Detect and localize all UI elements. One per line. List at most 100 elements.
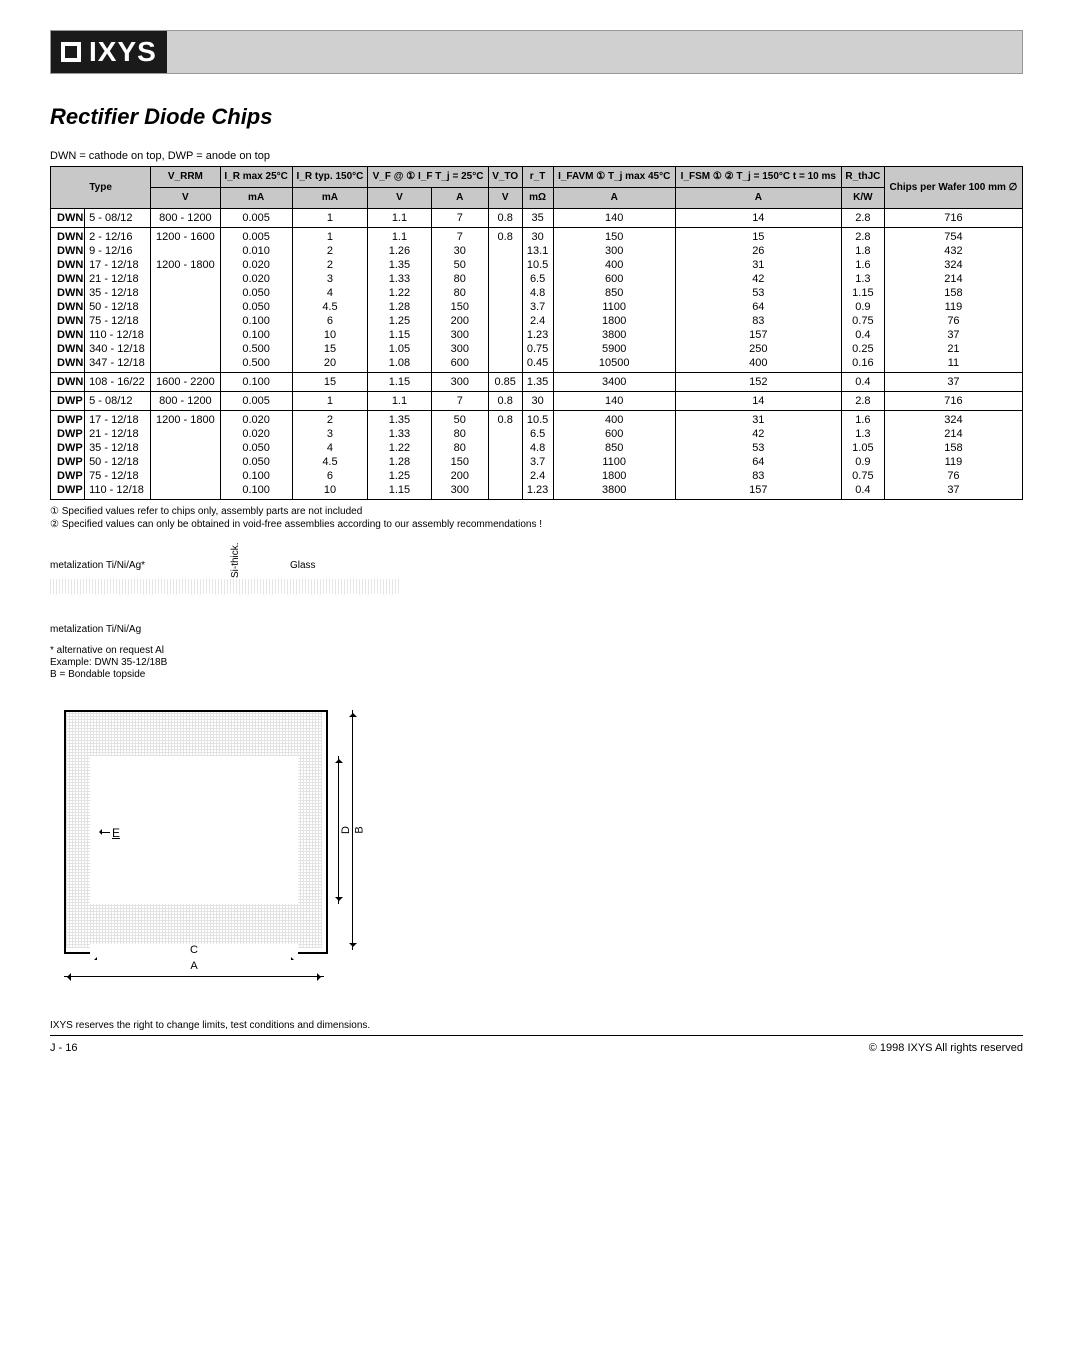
table-cell: 1.15	[368, 373, 431, 392]
table-cell: 21 - 12/18	[85, 427, 151, 441]
table-row: DWN340 - 12/180.500151.053000.7559002500…	[51, 342, 1023, 356]
table-cell: 1800	[553, 469, 675, 483]
logo-text: IXYS	[89, 36, 157, 68]
table-cell: 80	[431, 272, 488, 286]
table-cell: 1.1	[368, 228, 431, 245]
table-row: DWN5 - 08/12800 - 12000.00511.170.835140…	[51, 209, 1023, 228]
table-cell	[488, 483, 522, 500]
table-cell: 1.26	[368, 244, 431, 258]
col-rt: r_T	[522, 167, 553, 188]
table-row: DWN2 - 12/161200 - 16000.00511.170.83015…	[51, 228, 1023, 245]
table-cell: 0.005	[220, 228, 292, 245]
table-cell	[151, 328, 220, 342]
table-cell	[151, 427, 220, 441]
table-cell	[151, 272, 220, 286]
table-cell: DWP	[51, 455, 85, 469]
table-cell: 1.33	[368, 272, 431, 286]
chip-inner	[90, 756, 298, 904]
table-cell: 35 - 12/18	[85, 441, 151, 455]
table-cell: DWP	[51, 411, 85, 428]
table-cell: 300	[553, 244, 675, 258]
metal-example: Example: DWN 35-12/18B	[50, 657, 400, 668]
table-cell: 1.33	[368, 427, 431, 441]
table-cell	[151, 356, 220, 373]
table-cell: 0.8	[488, 411, 522, 428]
unit-vto: V	[488, 188, 522, 209]
col-rthjc: R_thJC	[841, 167, 884, 188]
table-cell: 6	[292, 469, 368, 483]
table-cell: 15	[675, 228, 841, 245]
table-cell: 10	[292, 483, 368, 500]
disclaimer: IXYS reserves the right to change limits…	[50, 1020, 1023, 1036]
dim-b-label: B	[354, 826, 366, 833]
table-cell: 7	[431, 228, 488, 245]
table-cell: 1.28	[368, 455, 431, 469]
col-vf: V_F @ ① I_F T_j = 25°C	[368, 167, 489, 188]
table-cell: 50 - 12/18	[85, 300, 151, 314]
unit-ifavm: A	[553, 188, 675, 209]
table-cell: 1.05	[368, 342, 431, 356]
table-cell: 1.6	[841, 258, 884, 272]
table-cell: 0.100	[220, 314, 292, 328]
table-cell: 37	[884, 328, 1022, 342]
table-cell: 0.050	[220, 455, 292, 469]
dim-e-label: E	[112, 826, 120, 840]
table-cell: 324	[884, 411, 1022, 428]
table-cell	[151, 244, 220, 258]
table-cell	[488, 286, 522, 300]
table-cell: 83	[675, 469, 841, 483]
table-cell: 1800	[553, 314, 675, 328]
table-cell: 17 - 12/18	[85, 411, 151, 428]
table-cell: 250	[675, 342, 841, 356]
table-cell: 324	[884, 258, 1022, 272]
table-row: DWP17 - 12/181200 - 18000.02021.35500.81…	[51, 411, 1023, 428]
table-cell: 10.5	[522, 411, 553, 428]
table-cell: 14	[675, 392, 841, 411]
table-cell: 3.7	[522, 455, 553, 469]
cross-section-graphic	[50, 579, 400, 594]
table-cell: 76	[884, 469, 1022, 483]
table-cell: 1.15	[368, 328, 431, 342]
table-cell: DWN	[51, 342, 85, 356]
table-cell: 0.85	[488, 373, 522, 392]
table-cell: 150	[553, 228, 675, 245]
table-cell: 50 - 12/18	[85, 455, 151, 469]
table-cell: 300	[431, 342, 488, 356]
table-cell	[488, 441, 522, 455]
table-cell: 0.75	[841, 469, 884, 483]
table-cell: 214	[884, 272, 1022, 286]
col-type: Type	[51, 167, 151, 209]
table-cell: DWN	[51, 272, 85, 286]
table-cell: 400	[553, 411, 675, 428]
spec-table: Type V_RRM I_R max 25°C I_R typ. 150°C V…	[50, 166, 1023, 500]
table-cell: 140	[553, 209, 675, 228]
unit-vf-v: V	[368, 188, 431, 209]
table-cell: 31	[675, 258, 841, 272]
table-cell: 0.75	[841, 314, 884, 328]
table-cell: 4.8	[522, 441, 553, 455]
table-cell: DWP	[51, 483, 85, 500]
table-cell: 10.5	[522, 258, 553, 272]
table-row: DWP75 - 12/180.10061.252002.41800830.757…	[51, 469, 1023, 483]
unit-ir150: mA	[292, 188, 368, 209]
table-cell: 1.15	[841, 286, 884, 300]
table-cell: 1200 - 1600	[151, 228, 220, 245]
table-row: DWN50 - 12/180.0504.51.281503.71100640.9…	[51, 300, 1023, 314]
table-cell: 31	[675, 411, 841, 428]
col-ifavm: I_FAVM ① T_j max 45°C	[553, 167, 675, 188]
table-cell: DWN	[51, 244, 85, 258]
table-cell: 4.5	[292, 455, 368, 469]
table-cell: 1.8	[841, 244, 884, 258]
table-cell: 2.8	[841, 228, 884, 245]
table-cell: 0.100	[220, 373, 292, 392]
table-row: DWN110 - 12/180.100101.153001.2338001570…	[51, 328, 1023, 342]
table-cell: 10	[292, 328, 368, 342]
table-cell	[151, 300, 220, 314]
table-row: DWP35 - 12/180.05041.22804.8850531.05158	[51, 441, 1023, 455]
table-cell: 35	[522, 209, 553, 228]
table-cell	[151, 342, 220, 356]
table-cell: 1	[292, 209, 368, 228]
footnotes: ① Specified values refer to chips only, …	[50, 506, 1023, 530]
footnote-2: ② Specified values can only be obtained …	[50, 519, 1023, 530]
table-cell: 850	[553, 286, 675, 300]
